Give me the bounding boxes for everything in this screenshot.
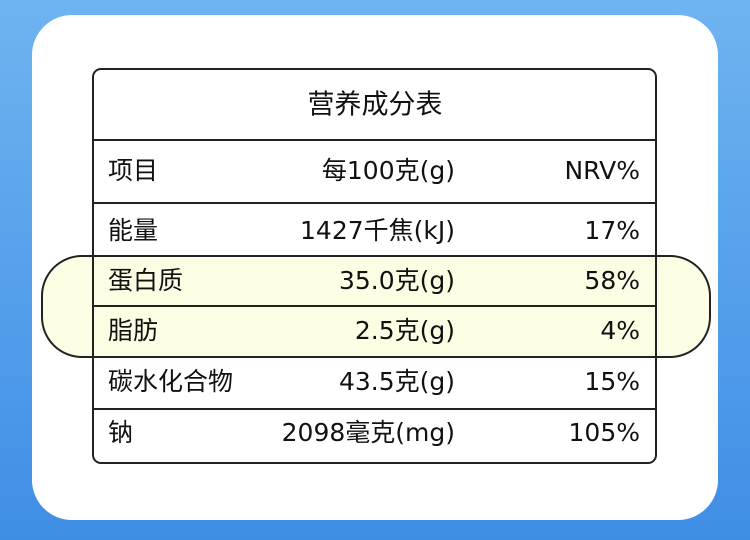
cell: 58%: [584, 266, 640, 295]
cell: 43.5克(g): [339, 367, 455, 396]
cell: 能量: [108, 216, 158, 245]
row-lines: [92, 139, 657, 410]
cells: 项目 每100克(g) NRV% 能量 1427千焦(kJ) 17% 蛋白质 35.0克(g)…: [108, 156, 640, 447]
cell: 35.0克(g): [339, 266, 455, 295]
cell: 碳水化合物: [108, 367, 233, 396]
cell: 2098毫克(mg): [282, 418, 455, 447]
cell: 1427千焦(kJ): [300, 216, 455, 245]
table-title: 营养成分表: [308, 90, 443, 121]
header-cell: NRV%: [564, 156, 640, 185]
cell: 2.5克(g): [355, 316, 455, 345]
header-cell: 每100克(g): [322, 156, 455, 185]
cell: 15%: [584, 367, 640, 396]
header-cell: 项目: [108, 156, 158, 185]
cell: 4%: [600, 316, 640, 345]
cell: 105%: [569, 418, 640, 447]
cell: 钠: [108, 418, 133, 447]
cell: 17%: [584, 216, 640, 245]
cell: 蛋白质: [108, 266, 183, 295]
cell: 脂肪: [108, 316, 158, 345]
